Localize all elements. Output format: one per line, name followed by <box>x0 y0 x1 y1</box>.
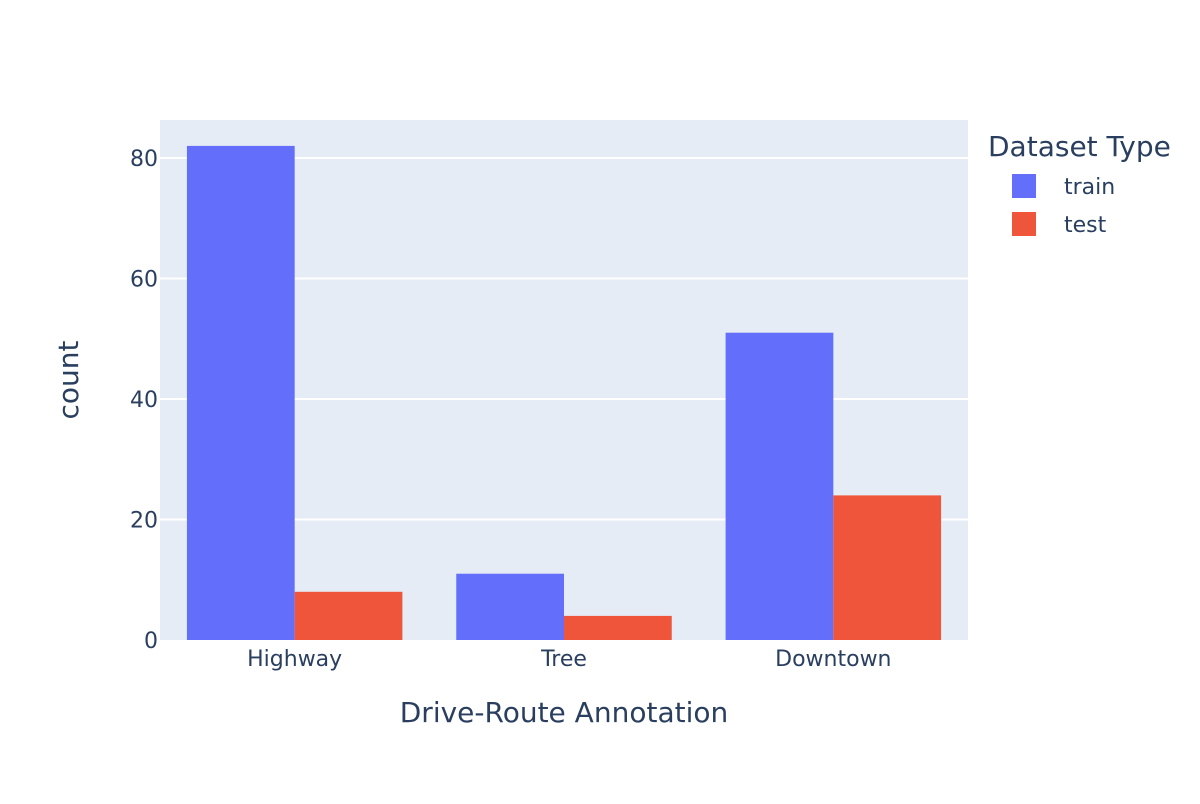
y-tick-label-20: 20 <box>130 508 158 533</box>
bar-train-tree[interactable] <box>456 573 564 640</box>
legend-label-train: train <box>1064 175 1115 200</box>
legend[interactable]: Dataset Type train test <box>988 130 1171 238</box>
bar-train-highway[interactable] <box>186 145 295 641</box>
legend-swatch-test <box>1012 212 1036 236</box>
x-tick-label-tree: Tree <box>540 647 587 672</box>
legend-swatch-train <box>1012 174 1036 198</box>
legend-title: Dataset Type <box>988 130 1171 163</box>
bar-train-downtown[interactable] <box>725 332 834 640</box>
x-axis-ticks: Highway Tree Downtown <box>247 647 891 672</box>
legend-item-train[interactable]: train <box>1012 174 1115 200</box>
legend-label-test: test <box>1064 213 1107 238</box>
x-tick-label-downtown: Downtown <box>775 647 891 672</box>
y-axis-ticks: 0 20 40 60 80 <box>130 147 158 654</box>
bar-test-highway[interactable] <box>294 591 403 640</box>
legend-item-test[interactable]: test <box>1012 212 1107 238</box>
y-tick-label-80: 80 <box>130 147 158 172</box>
x-axis-title: Drive-Route Annotation <box>400 696 728 729</box>
y-tick-label-40: 40 <box>130 388 158 413</box>
x-tick-label-highway: Highway <box>247 647 342 672</box>
bars <box>186 145 942 641</box>
y-axis-title: count <box>52 340 85 419</box>
y-tick-label-60: 60 <box>130 267 158 292</box>
bar-test-downtown[interactable] <box>833 495 942 640</box>
y-tick-label-0: 0 <box>144 629 158 654</box>
bar-test-tree[interactable] <box>564 615 672 640</box>
